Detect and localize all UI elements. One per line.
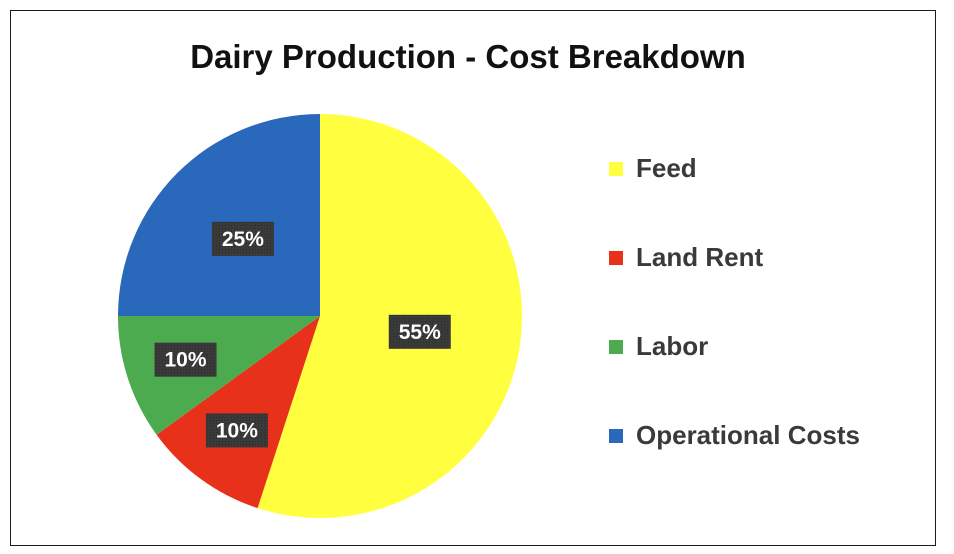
legend-swatch <box>609 251 623 265</box>
data-label-feed: 55% <box>389 315 451 349</box>
legend-label: Labor <box>636 331 708 362</box>
data-label-text: 25% <box>222 228 264 251</box>
legend-item-labor: Labor <box>609 328 909 364</box>
legend-label: Operational Costs <box>636 420 860 451</box>
data-label-operational-costs: 25% <box>212 222 274 256</box>
data-label-text: 55% <box>399 321 441 344</box>
data-label-text: 10% <box>216 419 258 442</box>
legend-swatch <box>609 429 623 443</box>
legend-label: Land Rent <box>636 242 763 273</box>
pie-slice-operational-costs <box>118 114 320 316</box>
data-label-labor: 10% <box>155 343 217 377</box>
legend-item-land-rent: Land Rent <box>609 239 909 275</box>
data-label-land-rent: 10% <box>206 413 268 447</box>
legend-label: Feed <box>636 153 697 184</box>
legend-swatch <box>609 162 623 176</box>
legend-item-operational-costs: Operational Costs <box>609 417 909 453</box>
legend-item-feed: Feed <box>609 150 909 186</box>
legend-swatch <box>609 340 623 354</box>
pie-chart: 55% 10% 10% 25% <box>0 0 954 554</box>
data-label-text: 10% <box>165 349 207 372</box>
